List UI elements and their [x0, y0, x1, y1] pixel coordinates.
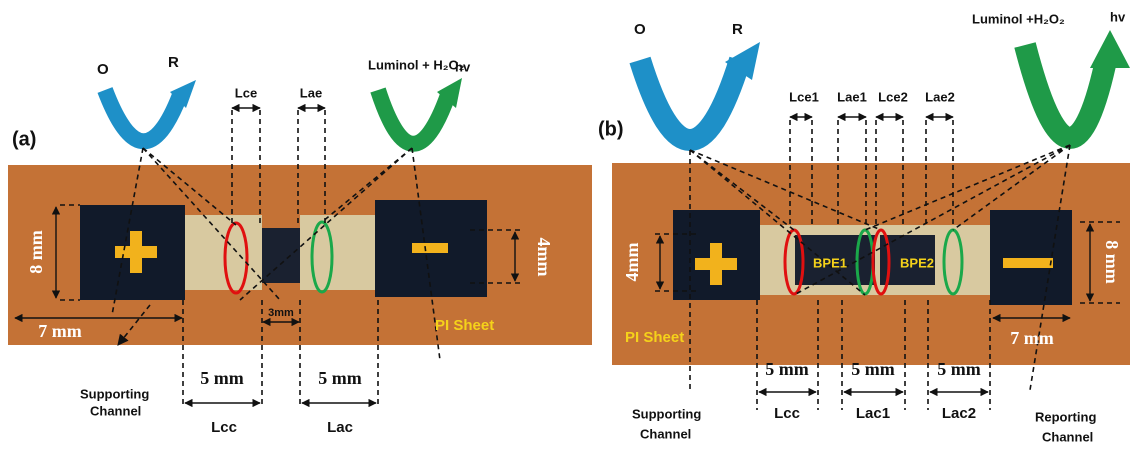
plus-icon [710, 243, 722, 285]
oxidation-label: O [634, 21, 646, 38]
electrode-label: Lae [300, 85, 322, 100]
redox-arrow [105, 90, 180, 141]
dimension-label: 7 mm [1010, 328, 1054, 348]
panel-label: (b) [598, 118, 624, 140]
channel [185, 215, 262, 290]
dimension-label: 5 mm [937, 359, 981, 379]
arrow-head [1090, 30, 1130, 68]
electrode-label: Lae2 [925, 89, 955, 104]
minus-icon [412, 243, 448, 253]
length-label: Lac [327, 419, 353, 436]
dimension-label: 3mm [268, 307, 294, 319]
electrode-label: Lae1 [837, 89, 867, 104]
plus-icon [130, 231, 142, 273]
channel-label: Channel [1042, 429, 1093, 444]
reagent-label: Luminol + H₂O₂ [368, 57, 465, 72]
dimension-label: 8 mm [1102, 240, 1122, 284]
dimension-label: 5 mm [318, 368, 362, 388]
length-label: Lac2 [942, 405, 976, 422]
reduction-label: R [168, 54, 179, 71]
panel-b: (b) O R Luminol +H₂O₂ hv Lce1 Lae1 Lce2 … [598, 9, 1130, 444]
channel-label: Channel [90, 403, 141, 418]
sheet-label: PI Sheet [435, 317, 494, 334]
electrode-label: Lce [235, 85, 257, 100]
panel-label: (a) [12, 128, 36, 150]
minus-icon [1003, 258, 1053, 268]
panel-a: (a) O R Luminol + H₂O₂ hv Lce Lae 8 mm 4… [8, 54, 592, 436]
reduction-label: R [732, 21, 743, 38]
emission-label: hv [1110, 9, 1126, 24]
dimension-label: 4mm [622, 243, 642, 282]
bpe-label: BPE2 [900, 255, 934, 270]
ecl-arrow [378, 90, 448, 144]
diagram: (a) O R Luminol + H₂O₂ hv Lce Lae 8 mm 4… [0, 0, 1135, 450]
channel-label: Supporting [80, 386, 149, 401]
channel-label: Reporting [1035, 409, 1096, 424]
dimension-label: 5 mm [765, 359, 809, 379]
electrode-label: Lce2 [878, 89, 908, 104]
dimension-label: 8 mm [26, 230, 46, 274]
electrode-label: Lce1 [789, 89, 819, 104]
emission-label: hv [455, 59, 471, 74]
dimension-label: 5 mm [200, 368, 244, 388]
length-label: Lcc [211, 419, 237, 436]
sheet-label: PI Sheet [625, 329, 684, 346]
dimension-label: 4mm [534, 238, 554, 277]
oxidation-label: O [97, 61, 109, 78]
electrode-pad [990, 210, 1072, 305]
reagent-label: Luminol +H₂O₂ [972, 11, 1065, 26]
redox-arrow [640, 60, 740, 140]
length-label: Lac1 [856, 405, 890, 422]
channel-label: Channel [640, 426, 691, 441]
bpe-label: BPE1 [813, 255, 847, 270]
length-label: Lcc [774, 405, 800, 422]
channel-label: Supporting [632, 406, 701, 421]
ecl-arrow [1025, 45, 1105, 138]
dimension-label: 5 mm [851, 359, 895, 379]
dimension-label: 7 mm [38, 321, 82, 341]
